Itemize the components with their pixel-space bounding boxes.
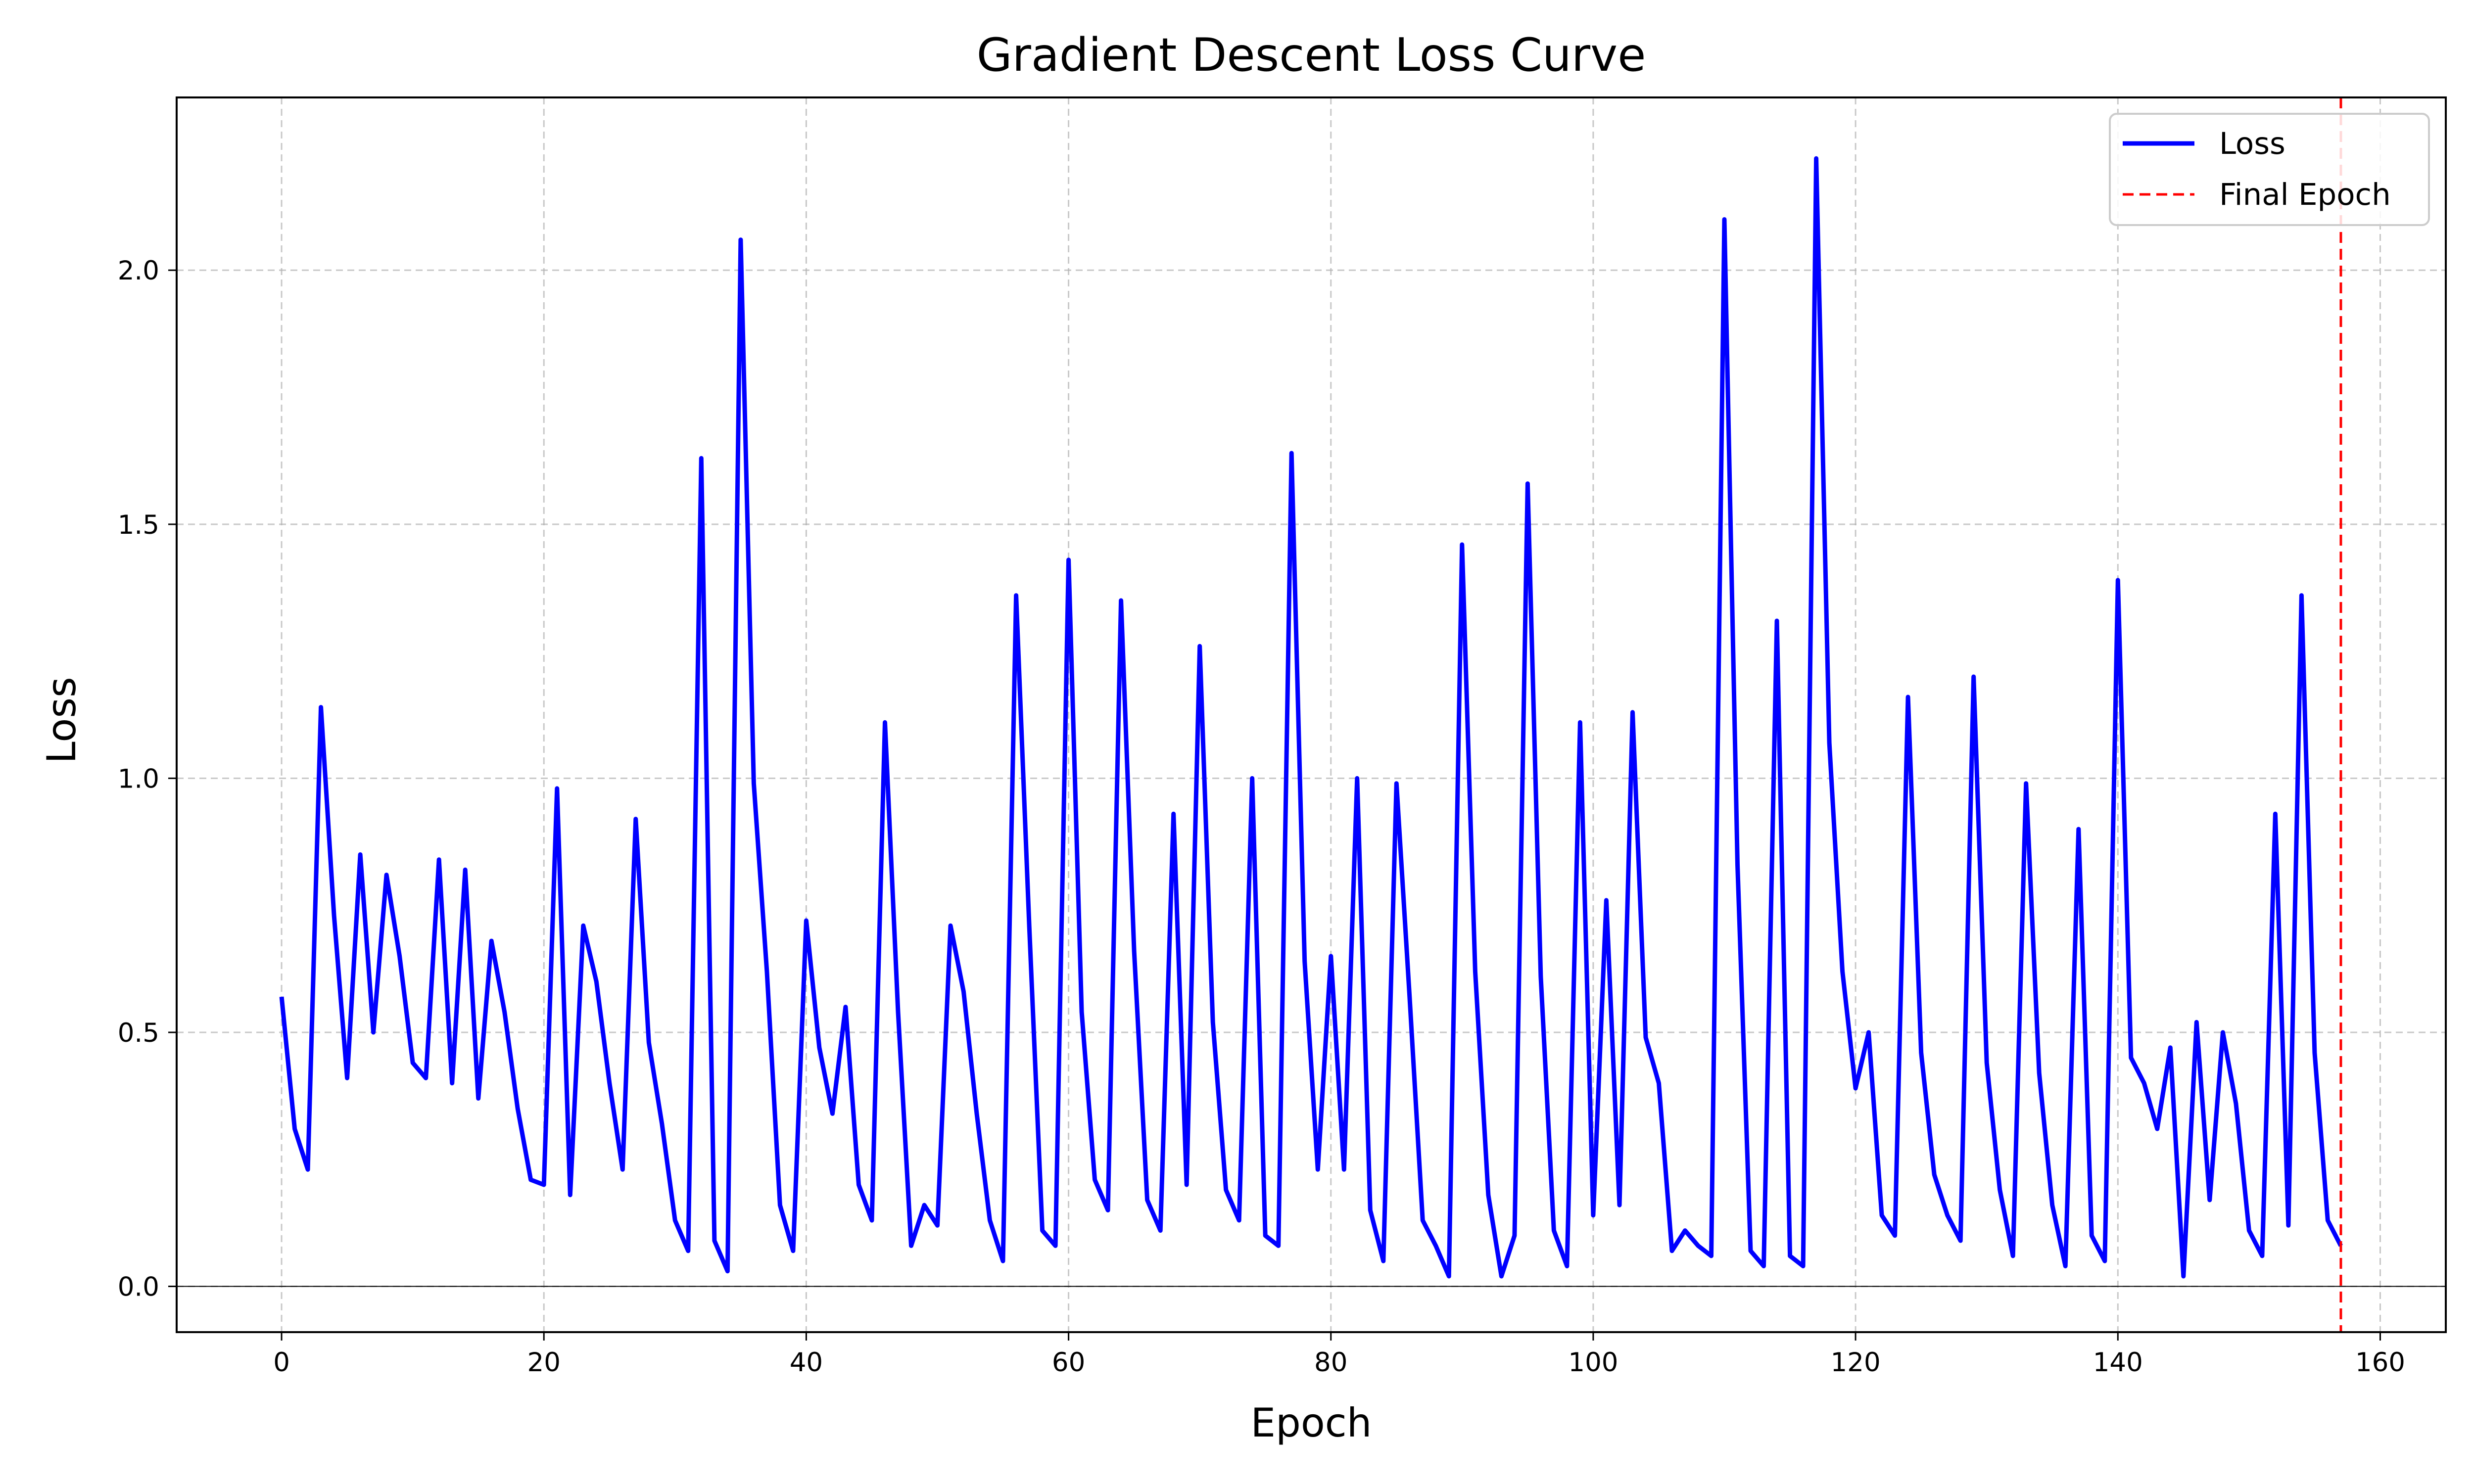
x-tick-label: 60 bbox=[1052, 1347, 1085, 1378]
x-tick-label: 80 bbox=[1314, 1347, 1347, 1378]
x-axis-title: Epoch bbox=[1251, 1400, 1372, 1446]
x-tick-label: 120 bbox=[1831, 1347, 1881, 1378]
y-tick-label: 2.0 bbox=[118, 256, 159, 286]
y-tick-label: 0.5 bbox=[118, 1018, 159, 1048]
y-tick-label: 1.0 bbox=[118, 764, 159, 794]
legend: Loss Final Epoch bbox=[2109, 113, 2430, 226]
y-axis-title: Loss bbox=[39, 677, 85, 763]
plot-area-frame bbox=[176, 96, 2447, 1333]
y-tick-label: 0.0 bbox=[118, 1272, 159, 1302]
x-tick-label: 20 bbox=[527, 1347, 561, 1378]
x-tick-label: 0 bbox=[273, 1347, 290, 1378]
x-tick-label: 140 bbox=[2093, 1347, 2143, 1378]
x-tick-label: 40 bbox=[790, 1347, 823, 1378]
loss-series-line bbox=[279, 156, 2343, 1279]
y-tick-label: 1.5 bbox=[118, 510, 159, 540]
legend-loss-label: Loss bbox=[2219, 126, 2285, 161]
x-tick-label: 100 bbox=[1568, 1347, 1618, 1378]
chart-title: Gradient Descent Loss Curve bbox=[977, 28, 1646, 82]
x-tick-label: 160 bbox=[2355, 1347, 2405, 1378]
legend-final-epoch-label: Final Epoch bbox=[2219, 177, 2391, 212]
axis-ticks: 0 20 40 60 80 100 120 140 160 0.0 0.5 1.0 1.5 2.0 bbox=[118, 256, 2405, 1378]
